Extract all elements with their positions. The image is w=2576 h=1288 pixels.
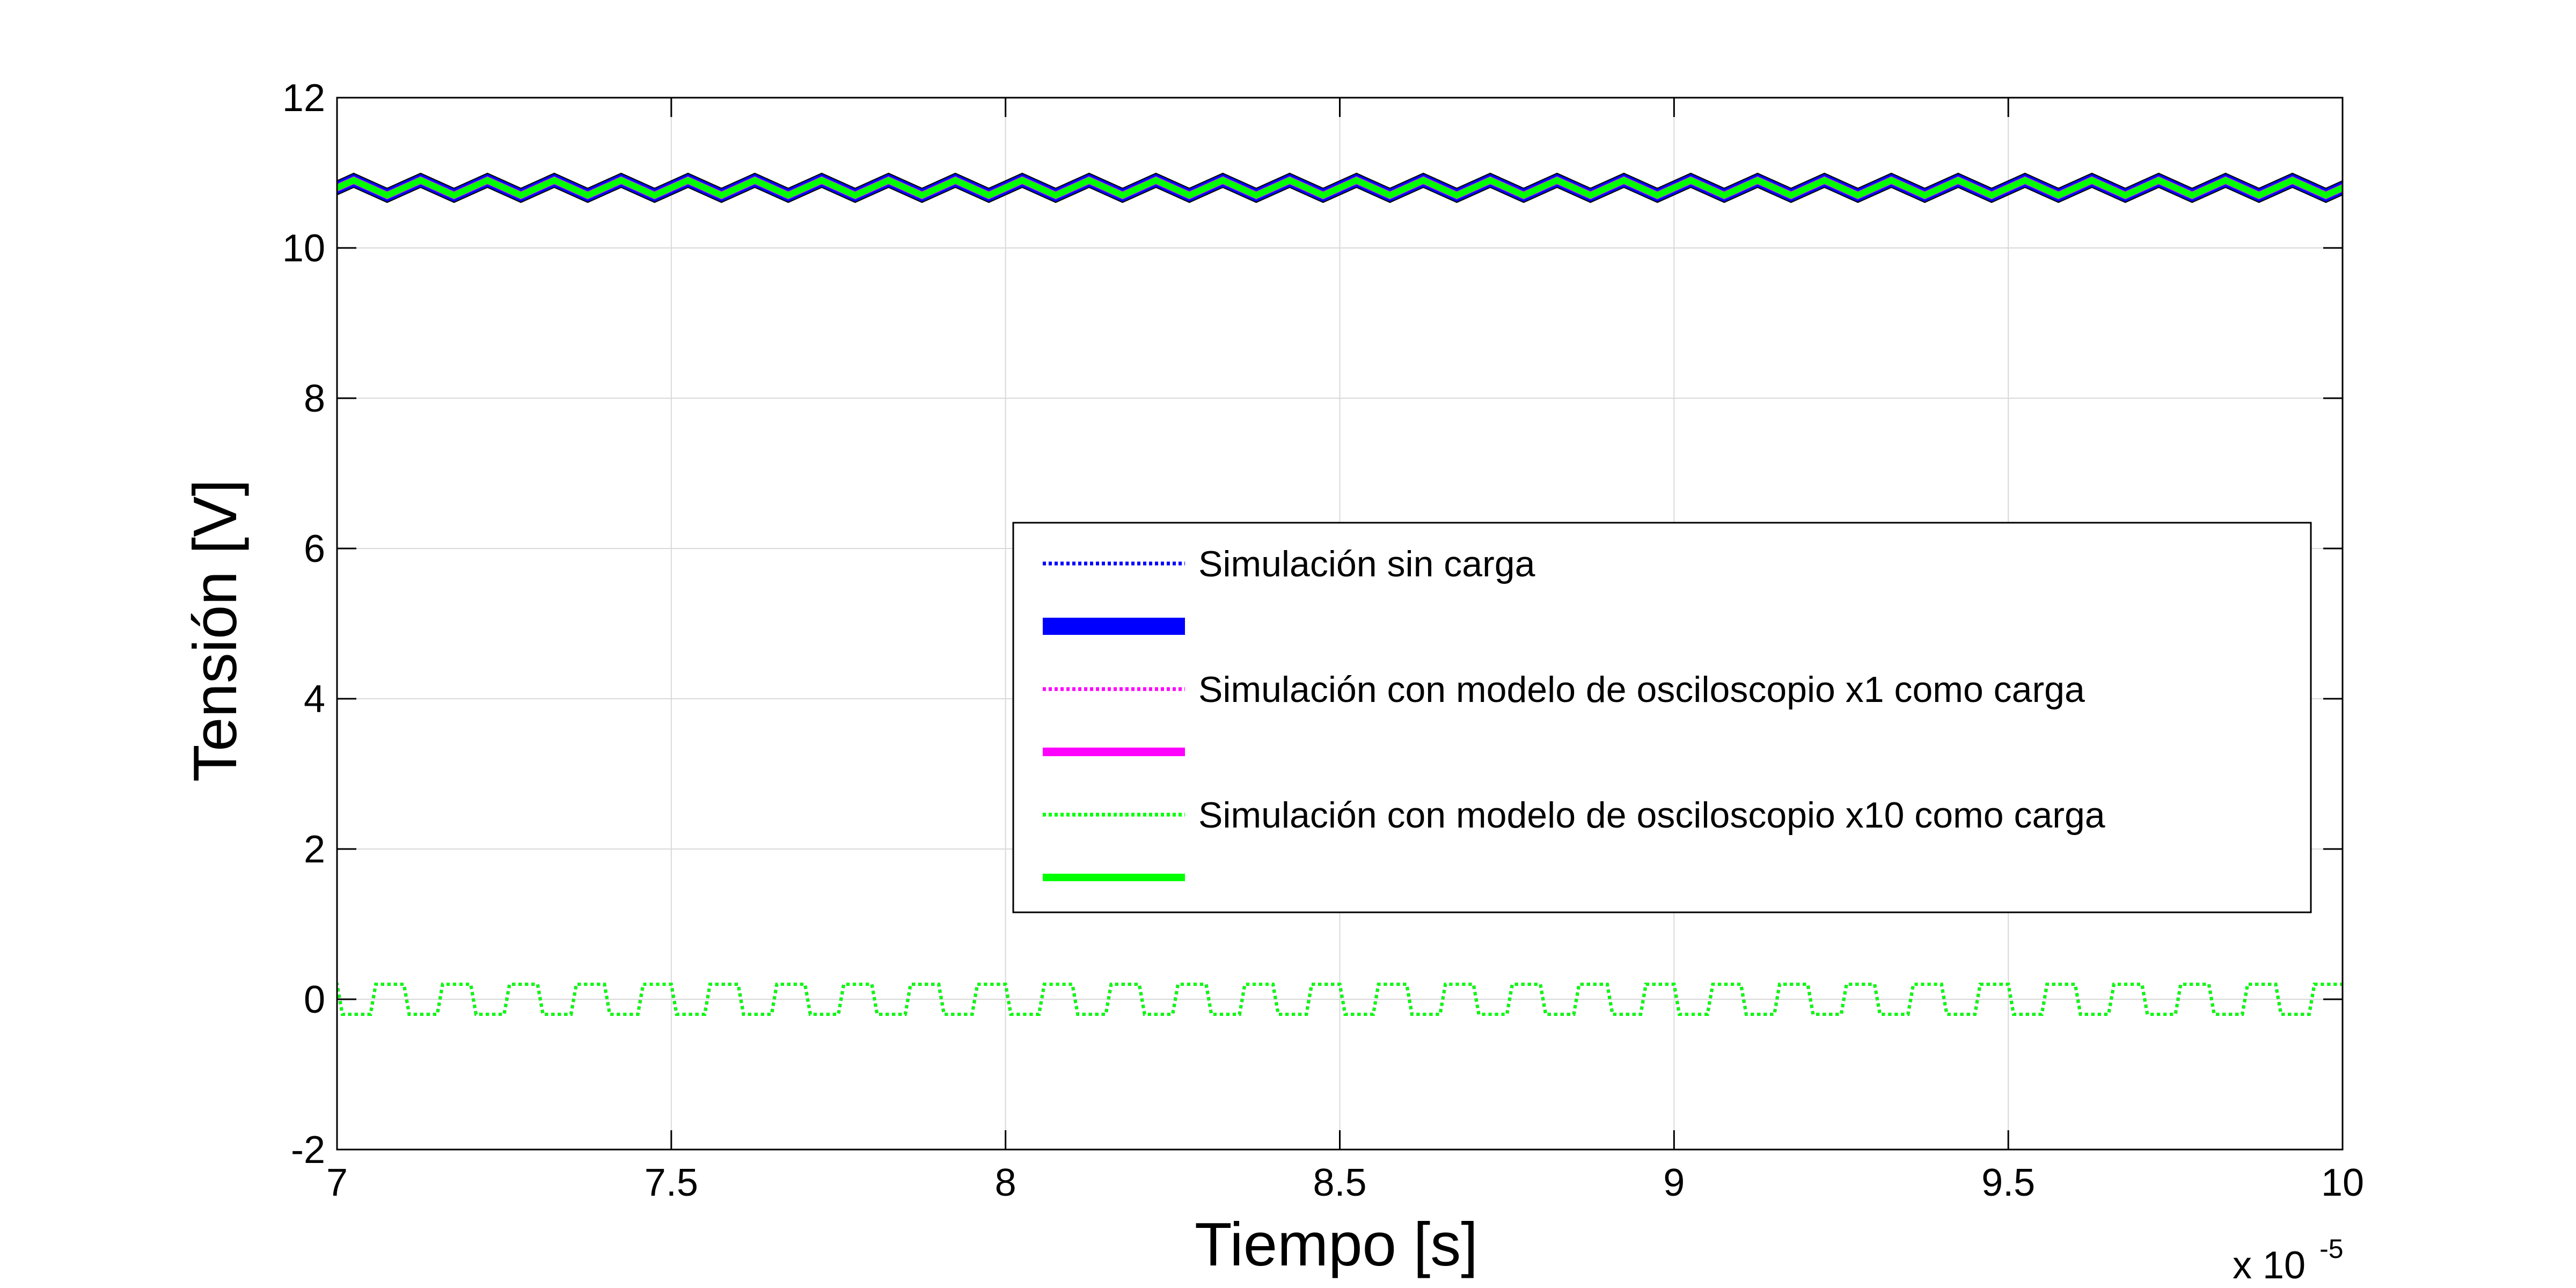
legend-label-5: Simulación con modelo de osciloscopio x1… xyxy=(1198,795,2105,836)
y-tick-label: 12 xyxy=(282,77,325,120)
y-tick-label: 10 xyxy=(282,227,325,270)
legend-label-3: Simulación con modelo de osciloscopio x1… xyxy=(1198,669,2085,710)
legend-box xyxy=(1012,522,2312,913)
axis-ticks: 7 7.5 8 8.5 9 9.5 10 -2 0 2 4 6 8 10 12 xyxy=(282,77,2364,1204)
x-tick-label: 8 xyxy=(995,1161,1016,1204)
x-axis-multiplier-prefix: x 10 xyxy=(2233,1244,2306,1287)
y-tick-label: -2 xyxy=(291,1129,325,1172)
x-tick-label: 8.5 xyxy=(1313,1161,1366,1204)
series-line-5 xyxy=(337,983,2343,1016)
y-tick-label: 0 xyxy=(304,978,325,1021)
x-tick-label: 10 xyxy=(2321,1161,2364,1204)
y-tick-label: 4 xyxy=(304,678,325,721)
x-tick-label: 9.5 xyxy=(1981,1161,2035,1204)
x-tick-label: 7 xyxy=(326,1161,348,1204)
series-line-6 xyxy=(337,177,2343,199)
x-axis-multiplier: x 10 -5 xyxy=(2233,1234,2344,1287)
legend-label-1: Simulación sin carga xyxy=(1198,544,1535,584)
x-tick-label: 9 xyxy=(1663,1161,1685,1204)
x-axis-multiplier-exponent: -5 xyxy=(2319,1234,2343,1264)
legend: Simulación sin carga Simulación con model… xyxy=(1012,522,2312,913)
y-tick-label: 8 xyxy=(304,377,325,420)
y-tick-label: 2 xyxy=(304,828,325,871)
x-axis-label: Tiempo [s] xyxy=(1195,1211,1478,1279)
y-axis-label: Tensión [V] xyxy=(181,479,250,782)
y-tick-label: 6 xyxy=(304,528,325,570)
series-lines xyxy=(337,172,2343,1016)
x-tick-label: 7.5 xyxy=(645,1161,698,1204)
